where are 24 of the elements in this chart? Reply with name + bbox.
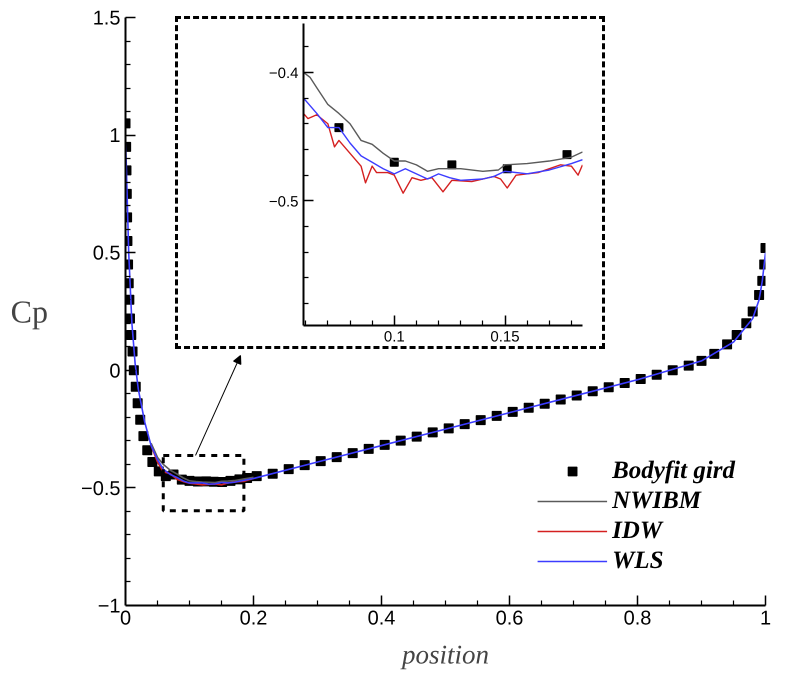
- x-axis-title: position: [400, 640, 490, 670]
- y-tick-label: 1: [109, 125, 120, 148]
- y-tick-label: 0: [109, 360, 120, 382]
- y-axis-title: Cp: [10, 294, 48, 330]
- x-tick-label: 0.15: [490, 328, 520, 346]
- y-tick-label: −0.4: [268, 64, 299, 82]
- legend-label: Bodyfit gird: [612, 457, 735, 485]
- y-tick-label: −0.5: [81, 478, 120, 500]
- x-tick-label: 0.6: [496, 608, 524, 630]
- x-tick-label: 0.8: [624, 608, 652, 630]
- y-tick-label: 0.5: [92, 242, 121, 265]
- legend-label: NWIBM: [612, 487, 701, 515]
- legend-label: WLS: [612, 547, 664, 575]
- y-tick-label: 1.5: [92, 8, 121, 30]
- x-tick-label: 0.1: [384, 328, 405, 346]
- x-tick-label: 0.2: [240, 608, 268, 630]
- legend-label: IDW: [612, 517, 662, 545]
- y-tick-label: −1: [98, 596, 121, 618]
- x-tick-label: 1: [760, 608, 772, 630]
- line-series: [304, 72, 582, 172]
- line-series: [304, 112, 582, 194]
- y-tick-label: −0.5: [268, 193, 299, 210]
- line-series: [304, 97, 582, 181]
- x-tick-label: 0.4: [368, 608, 396, 630]
